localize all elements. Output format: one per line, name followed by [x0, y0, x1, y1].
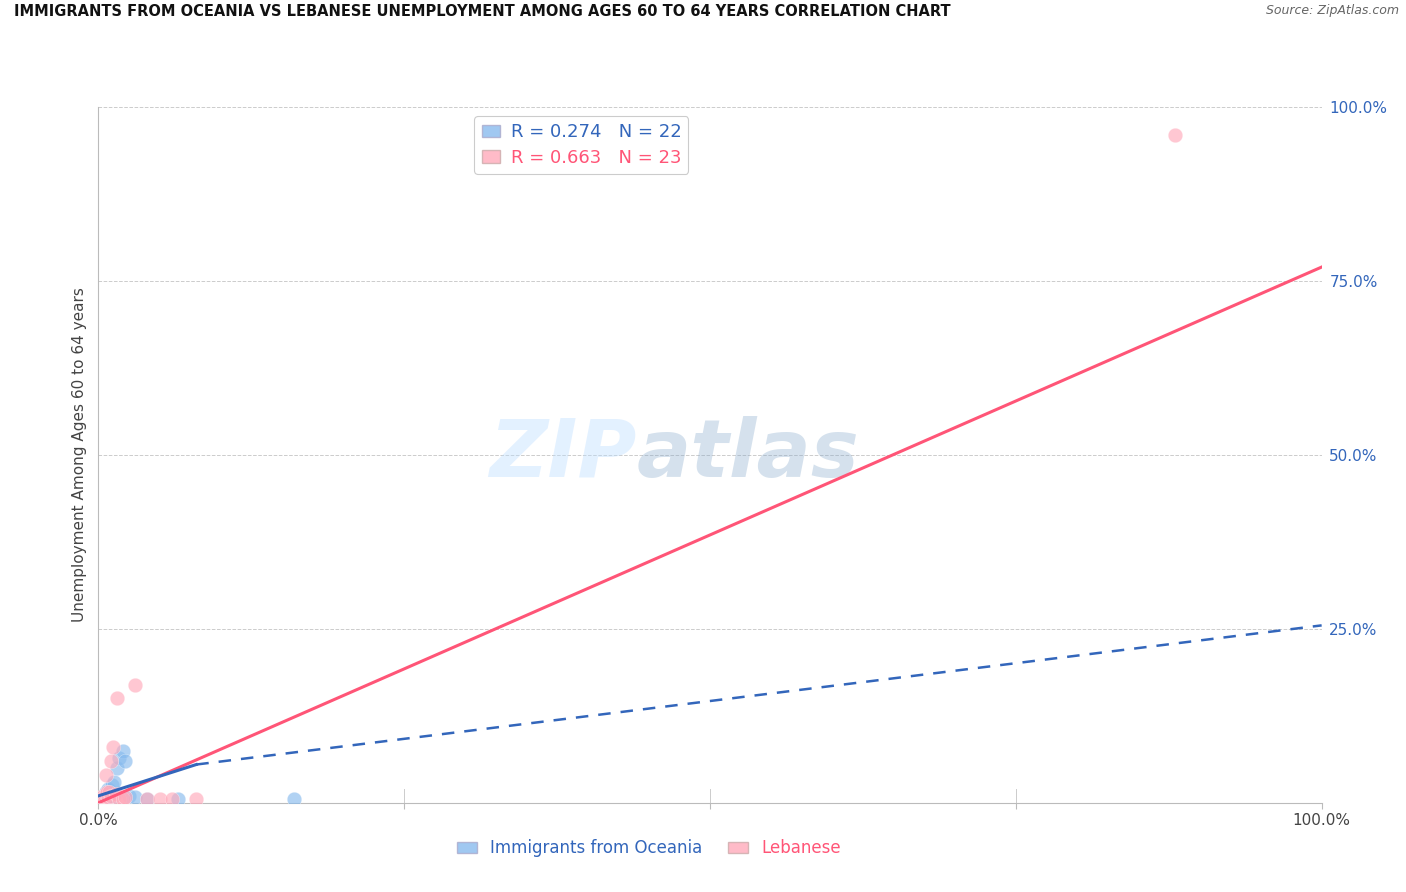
Point [136, 792, 159, 806]
Point [111, 792, 134, 806]
Text: ZIP: ZIP [489, 416, 637, 494]
Point [94, 785, 117, 799]
Y-axis label: Unemployment Among Ages 60 to 64 years: Unemployment Among Ages 60 to 64 years [72, 287, 87, 623]
Point [108, 750, 131, 764]
Point [101, 778, 124, 792]
Point [100, 754, 122, 768]
Point [108, 792, 131, 806]
Point [105, 761, 128, 775]
Point [94, 788, 117, 802]
Point [97, 790, 120, 805]
Point [100, 789, 122, 803]
Point [104, 788, 127, 802]
Point [111, 744, 134, 758]
Point [98, 783, 121, 797]
Point [114, 790, 136, 805]
Point [118, 789, 141, 803]
Point [114, 754, 136, 768]
Text: Source: ZipAtlas.com: Source: ZipAtlas.com [1265, 4, 1399, 18]
Point [97, 781, 120, 796]
Point [136, 792, 159, 806]
Point [186, 792, 208, 806]
Point [1164, 128, 1187, 142]
Point [124, 677, 146, 691]
Point [101, 789, 124, 803]
Point [91, 790, 114, 805]
Point [101, 740, 124, 755]
Point [91, 789, 114, 803]
Point [90, 792, 112, 806]
Point [90, 790, 112, 805]
Point [94, 768, 117, 782]
Point [160, 792, 183, 806]
Point [93, 792, 115, 806]
Point [96, 785, 118, 799]
Legend: Immigrants from Oceania, Lebanese: Immigrants from Oceania, Lebanese [450, 833, 848, 864]
Text: atlas: atlas [637, 416, 859, 494]
Point [167, 792, 190, 806]
Point [283, 792, 305, 806]
Point [98, 785, 121, 799]
Point [100, 789, 122, 803]
Point [96, 790, 118, 805]
Point [124, 790, 146, 805]
Point [93, 788, 115, 802]
Text: IMMIGRANTS FROM OCEANIA VS LEBANESE UNEMPLOYMENT AMONG AGES 60 TO 64 YEARS CORRE: IMMIGRANTS FROM OCEANIA VS LEBANESE UNEM… [14, 4, 950, 20]
Point [105, 691, 128, 706]
Point [91, 792, 114, 806]
Point [91, 789, 114, 803]
Point [149, 792, 172, 806]
Point [103, 775, 125, 789]
Point [93, 789, 115, 803]
